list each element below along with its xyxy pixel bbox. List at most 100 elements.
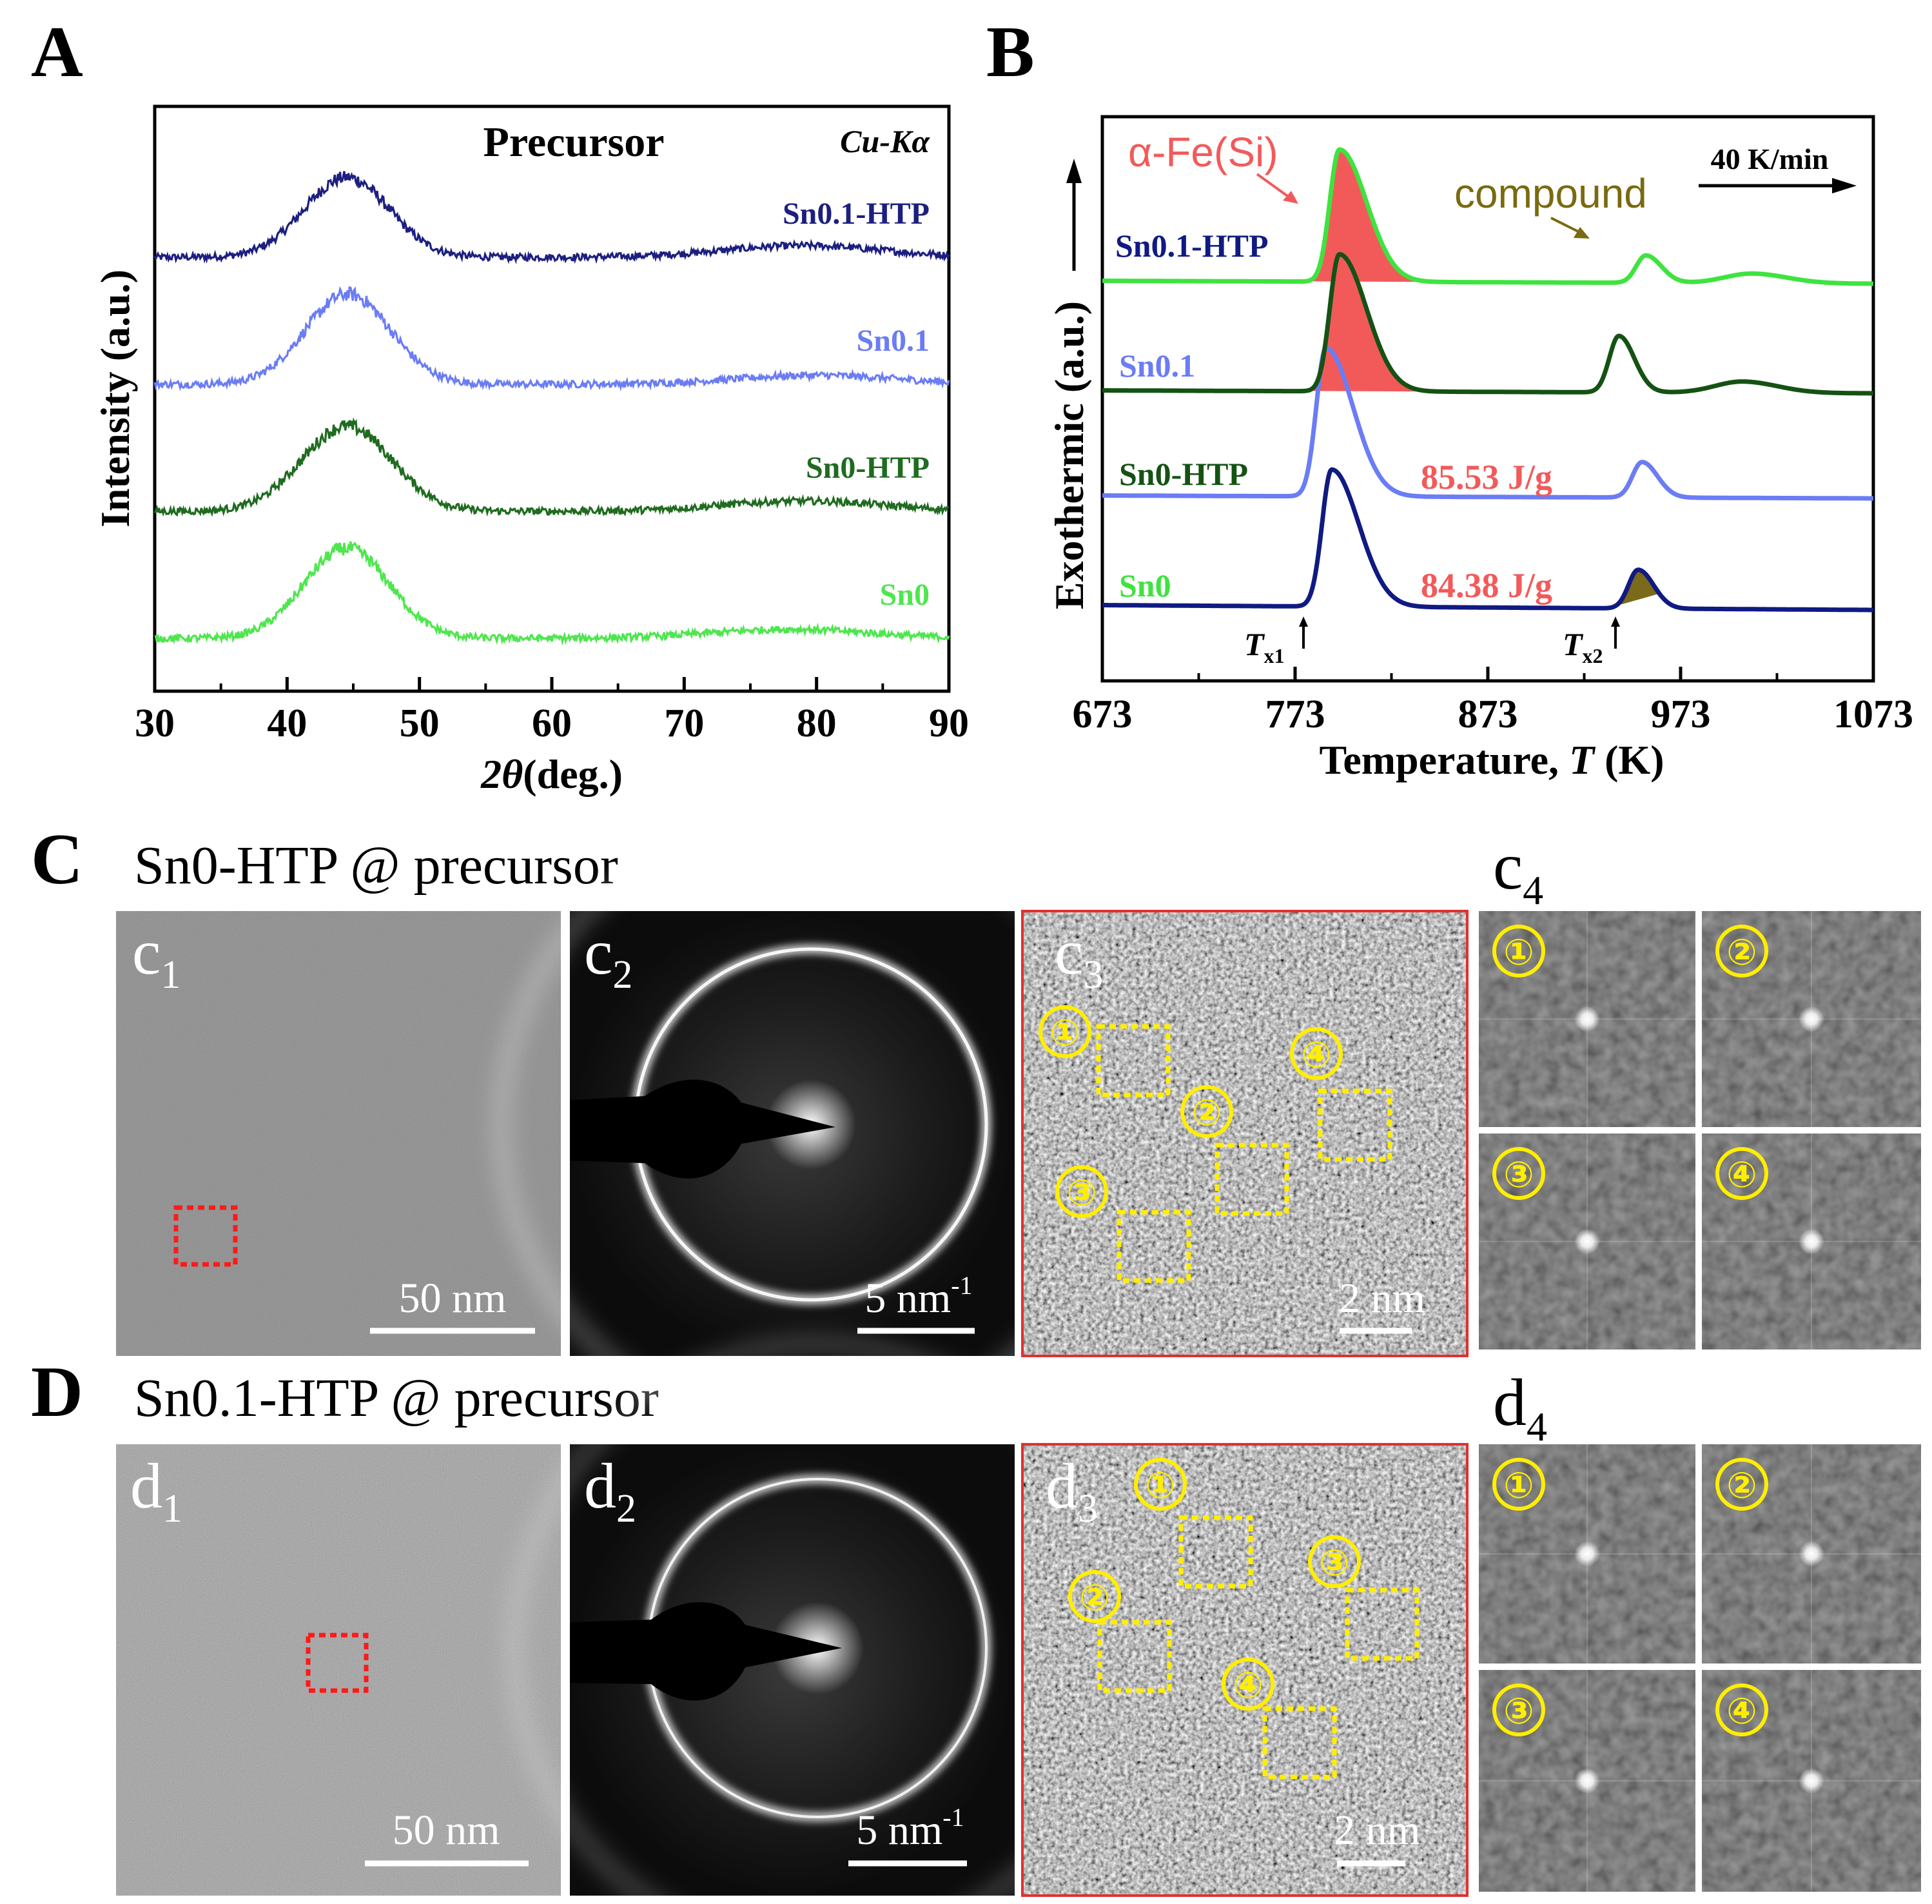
chart-a-tick-label: 30 [135,702,175,745]
xrd-trace-sn01-htp [153,171,950,264]
scale-text-d2-sup: -1 [942,1803,964,1832]
scale-text-c1: 50 nm [399,1275,507,1322]
marker-ring-d3-2 [1068,1570,1121,1623]
roi-c3-1 [1096,1024,1171,1097]
roi-d3-2 [1097,1620,1172,1693]
chart-a-xlabel-var: 2θ [480,751,523,797]
chart-b-tick-label: 773 [1265,692,1325,736]
micrograph-c3: ① ② ③ ④ 2 nm c3 [1021,910,1469,1357]
tx2-label: Tx2 [1563,626,1603,667]
enthalpy-sn0-htp: 85.53 J/g [1421,458,1552,496]
label-c2-letter: c [584,916,612,988]
chart-a-tick-label: 40 [267,702,307,745]
tx2-sub: x2 [1583,644,1603,667]
fft-marker-c4-2: ② [1726,932,1757,974]
scale-text-d3: 2 nm [1334,1807,1420,1854]
roi-d3-3 [1345,1587,1420,1661]
fft-marker-ring [1715,1458,1768,1511]
marker-d3-4: ④ [1233,1665,1263,1707]
tx2-arrow-head [1611,616,1620,627]
label-c3-letter: c [1055,916,1083,988]
label-c4: c4 [1493,829,1543,913]
chart-b-tick-label: 873 [1458,692,1518,736]
scale-text-c3: 2 nm [1339,1275,1425,1322]
panel-letter-a: A [31,12,83,92]
fft-marker-d4-4: ④ [1726,1691,1757,1732]
label-d3-letter: d [1046,1450,1078,1522]
fft-marker-c4-1: ① [1503,932,1534,974]
fft-marker-ring [1492,1683,1545,1736]
label-c1-sub: 1 [161,953,181,997]
scale-text-c2: 5 nm-1 [864,1271,972,1322]
crystallization-fill-sn0-htp [1305,254,1448,392]
dsc-legend-sn01: Sn0.1 [1119,348,1195,384]
chart-b-xlabel-unit: (K) [1594,737,1664,783]
chart-b-fills [1305,149,1660,608]
fft-marker-ring [1492,925,1545,977]
chart-a-tick-label: 90 [929,702,969,745]
roi-d3-4 [1262,1706,1337,1780]
fft-center-spot [1574,1768,1600,1794]
label-d4: d4 [1493,1366,1547,1449]
label-d1-sub: 1 [162,1487,182,1531]
xrd-legend-sn01-htp: Sn0.1-HTP [783,197,930,231]
fft-tile-d4-3: ③ [1479,1670,1695,1892]
dsc-legend-sn0-htp: Sn0-HTP [1119,456,1248,492]
marker-ring-c3-4 [1290,1027,1343,1080]
fft-marker-c4-4: ④ [1726,1154,1757,1196]
marker-ring-c3-1 [1039,1005,1091,1058]
alpha-fe-pointer-head [1283,191,1298,204]
chart-a-xlabel: 2θ(deg.) [480,751,623,797]
panel-border-c3 [1021,910,1469,1357]
chart-b-ylabel: Exothermic (a.u.) [1046,301,1092,609]
fft-marker-d4-2: ② [1726,1465,1757,1507]
rate-arrow-head [1832,178,1857,193]
alpha-fe-pointer [1256,173,1291,199]
marker-c3-4: ④ [1301,1034,1331,1076]
compound-pointer-head [1574,227,1590,239]
tx1-var: T [1244,626,1265,662]
tx1-label: Tx1 [1244,626,1285,667]
fft-center-spot [1574,1228,1600,1255]
chart-a-xlabel-unit: (deg.) [523,751,623,797]
roi-box-d1 [306,1633,369,1693]
xrd-trace-sn01 [153,286,950,392]
fft-center-spot [1574,1541,1600,1567]
roi-d3-1 [1178,1515,1253,1589]
panel-border-d3 [1021,1443,1469,1897]
marker-d3-2: ② [1079,1577,1109,1619]
scale-text-c2-value: 5 nm [864,1275,951,1322]
chart-a-frame [153,104,951,693]
label-c3-sub: 3 [1083,953,1103,997]
panel-letter-b: B [986,12,1035,92]
label-d1-letter: d [130,1450,162,1522]
xrd-trace-sn0 [154,541,950,646]
xrd-legend-sn0: Sn0 [880,578,930,612]
chart-a-xrd: 30 40 50 60 70 80 90 Sn0.1-HTPSn0.1Sn0-HTPSn0 … [92,104,969,797]
scale-text-c2-sup: -1 [951,1271,972,1300]
chart-a-ylabel: Intensity (a.u.) [92,270,138,527]
label-c4-letter: c [1493,829,1523,903]
fft-tile-c4-2: ② [1702,911,1921,1127]
fft-marker-ring [1715,1147,1768,1200]
label-c1-letter: c [132,916,161,988]
compound-fill [1609,569,1660,608]
label-c3: c3 [1055,916,1103,997]
roi-c3-3 [1117,1210,1191,1283]
chart-a-tick-label: 80 [797,702,837,745]
dsc-trace-sn01-htp [1101,467,1875,613]
chart-b-x-ticks: 673 773 873 973 1073 [1073,667,1913,736]
beam-stopper-d2 [570,1602,842,1701]
label-c2: c2 [584,916,632,997]
marker-ring-d3-1 [1134,1458,1187,1511]
fft-tile-c4-4: ④ [1702,1134,1921,1349]
label-d1: d1 [130,1450,182,1531]
fft-center-spot [1799,1228,1824,1255]
crystallization-fill-sn0 [1305,149,1448,282]
label-c1: c1 [132,916,181,997]
panel-title-c: Sn0-HTP @ precursor [134,836,618,896]
marker-c3-1: ① [1049,1012,1080,1054]
chart-b-xlabel-var: T [1569,737,1596,783]
label-d4-sub: 4 [1527,1404,1547,1449]
